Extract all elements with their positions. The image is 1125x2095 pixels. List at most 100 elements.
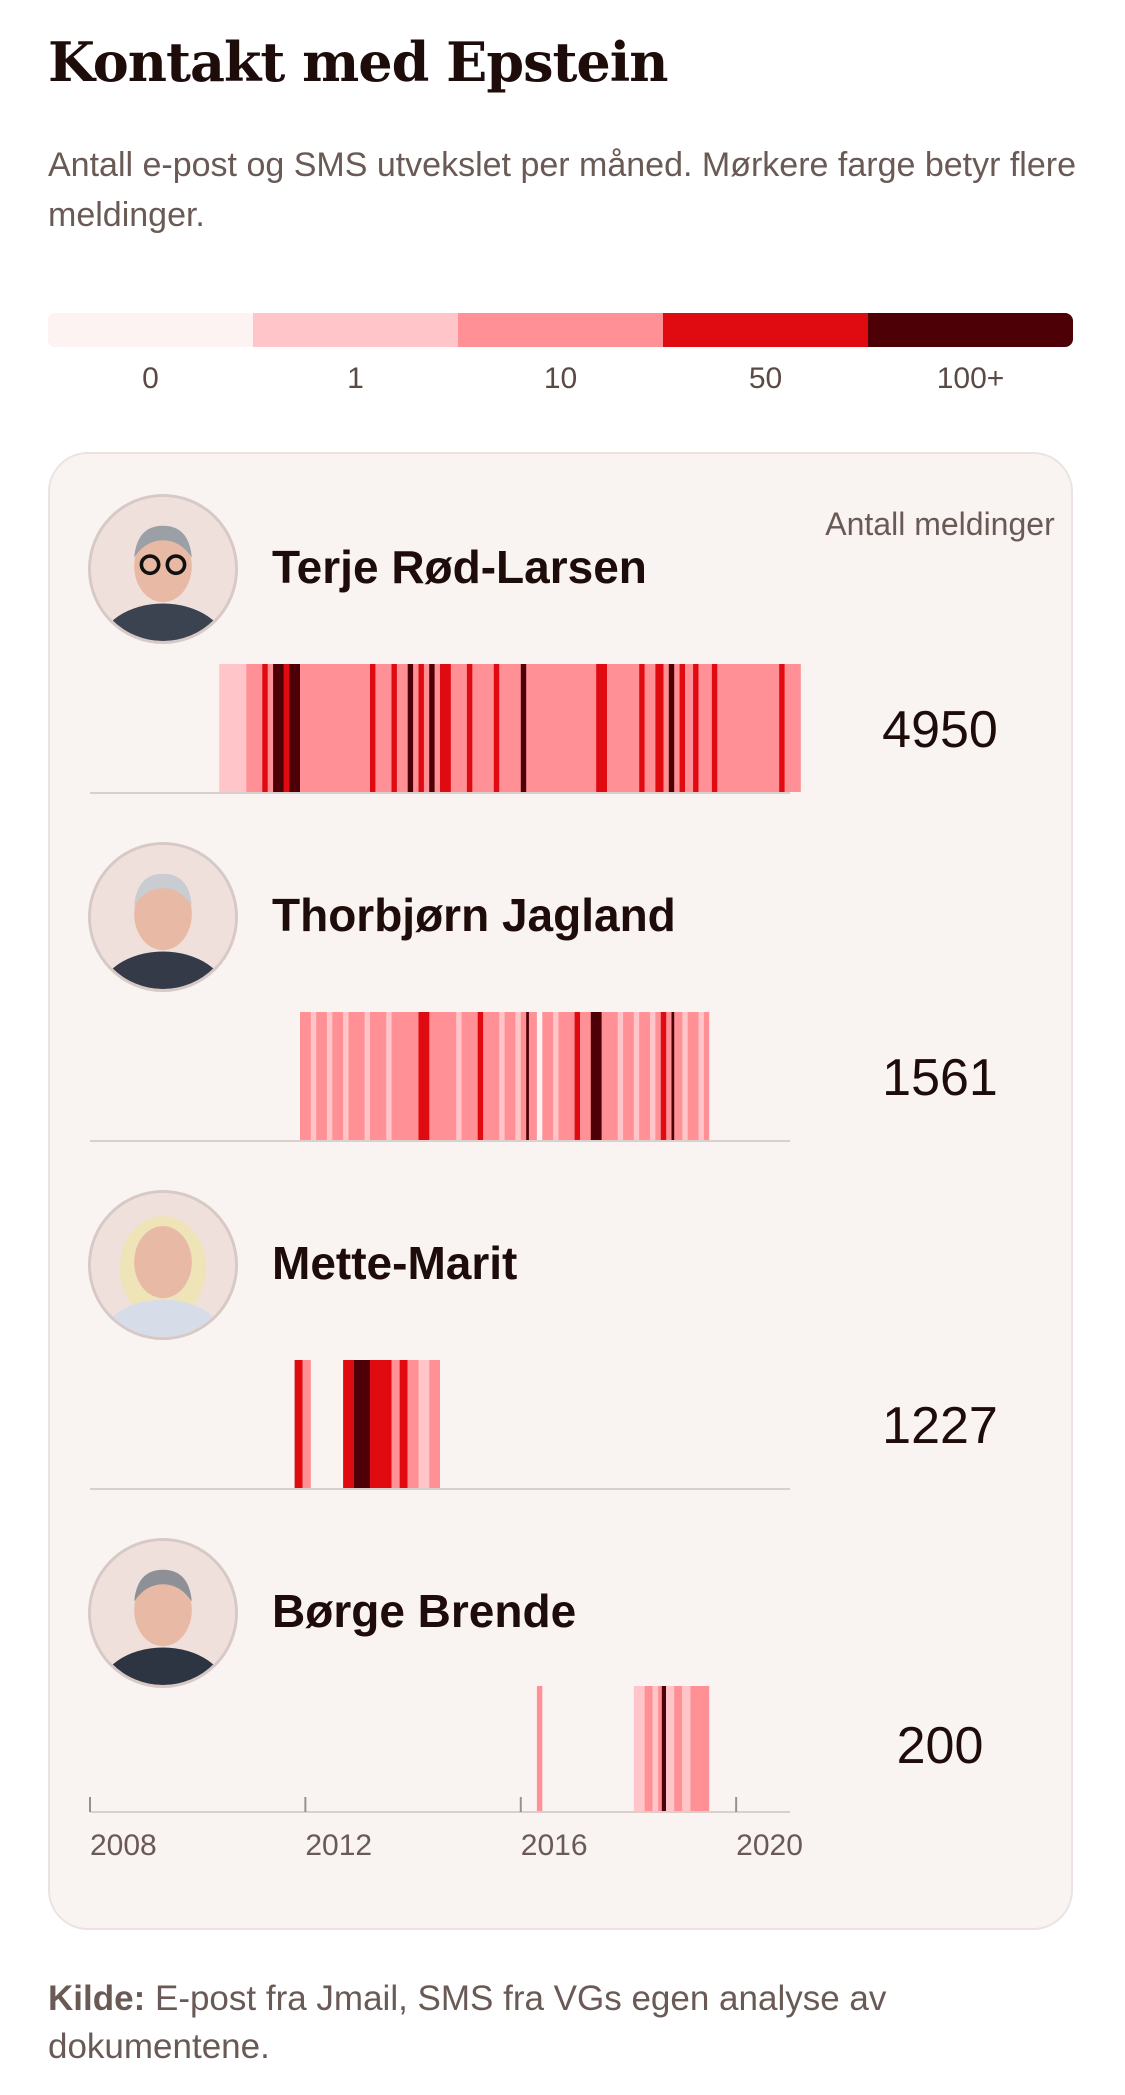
month-cell	[596, 664, 607, 792]
month-cell	[353, 1360, 370, 1488]
month-cell	[418, 1360, 430, 1488]
month-cell	[283, 664, 290, 792]
x-tick-label: 2020	[736, 1829, 803, 1862]
month-cell	[294, 1360, 303, 1488]
month-cell	[574, 1012, 580, 1140]
month-cell	[343, 1012, 349, 1140]
month-cell	[515, 1012, 521, 1140]
legend-label-3: 50	[748, 362, 783, 395]
month-cell	[617, 1012, 624, 1140]
month-cell	[262, 664, 268, 792]
month-cell	[644, 1686, 653, 1811]
month-cell	[429, 664, 435, 792]
x-tick-label: 2012	[305, 1829, 372, 1862]
x-tick-label: 2016	[521, 1829, 588, 1862]
month-cell	[386, 1012, 392, 1140]
month-cell	[407, 1360, 419, 1488]
month-cell	[493, 664, 500, 792]
source-text: E-post fra Jmail, SMS fra VGs egen analy…	[48, 1979, 887, 2066]
legend-swatch-1	[253, 313, 458, 347]
month-cell	[690, 1686, 710, 1811]
month-cell	[273, 664, 284, 792]
month-cell	[639, 664, 645, 792]
page-title: Kontakt med Epstein	[48, 30, 669, 94]
count-column-header: Antall meldinger	[825, 506, 1055, 542]
month-cell	[553, 1012, 559, 1140]
month-cell	[418, 1012, 430, 1140]
month-cell	[698, 1012, 704, 1140]
legend-label-1: 1	[347, 362, 364, 395]
person-name: Børge Brende	[272, 1585, 577, 1637]
month-cell	[526, 1012, 529, 1140]
month-cell	[682, 1686, 691, 1811]
message-strip	[90, 1360, 790, 1490]
legend-label-2: 10	[543, 362, 578, 395]
month-cell	[650, 1012, 656, 1140]
message-strip: 2008 2012 2016 2020	[89, 1686, 803, 1862]
month-cell	[456, 1012, 462, 1140]
month-cell	[655, 664, 664, 792]
x-tick-label: 2008	[90, 1829, 157, 1862]
month-cell	[499, 1012, 505, 1140]
month-cell	[671, 1012, 675, 1140]
month-cell	[370, 664, 376, 792]
thorbjorn-jagland-portrait	[88, 842, 238, 992]
message-strip	[90, 1012, 790, 1142]
month-cell	[440, 664, 451, 792]
message-strip	[90, 664, 801, 794]
month-cell	[289, 664, 300, 792]
month-cell	[536, 1012, 543, 1140]
legend-label-4: 100+	[936, 362, 1005, 395]
mette-marit-portrait	[88, 1190, 238, 1340]
legend-swatch-0	[48, 313, 253, 347]
person-name: Terje Rød-Larsen	[272, 541, 647, 593]
month-cell	[399, 1360, 408, 1488]
month-cell	[652, 1686, 659, 1811]
month-cell	[633, 1012, 640, 1140]
month-cell	[391, 1360, 400, 1488]
month-cell	[660, 1012, 667, 1140]
month-cell	[407, 664, 414, 792]
color-legend-bar	[48, 313, 1073, 347]
legend-label-0: 0	[142, 362, 159, 395]
month-cell	[658, 1686, 662, 1811]
month-cell	[633, 1686, 645, 1811]
month-cell	[666, 1686, 675, 1811]
month-cell	[326, 1012, 333, 1140]
person-name: Thorbjørn Jagland	[272, 889, 676, 941]
message-count: 1227	[882, 1397, 998, 1455]
legend-swatch-3	[663, 313, 868, 347]
month-cell	[536, 1686, 543, 1811]
month-cell	[418, 664, 424, 792]
borge-brende-portrait	[88, 1538, 238, 1688]
month-cell	[682, 1012, 688, 1140]
color-legend-labels: 0 1 10 50 100+	[48, 362, 1073, 402]
month-cell	[590, 1012, 602, 1140]
month-cell	[364, 1012, 370, 1140]
month-cell	[370, 1360, 392, 1488]
month-cell	[219, 664, 247, 792]
message-count: 4950	[882, 701, 998, 759]
month-cell	[310, 1012, 317, 1140]
source-label: Kilde:	[48, 1979, 146, 2018]
person-name: Mette-Marit	[272, 1237, 518, 1289]
month-cell	[661, 1686, 667, 1811]
month-cell	[429, 1360, 440, 1488]
month-cell	[477, 1012, 484, 1140]
month-cell	[693, 664, 699, 792]
message-count: 1561	[882, 1049, 998, 1107]
month-cell	[668, 664, 675, 792]
message-count: 200	[896, 1717, 984, 1775]
contact-chart-card: Antall meldinger Terje Rød-Larsen 4950 Tho…	[48, 452, 1073, 1930]
legend-swatch-4	[868, 313, 1073, 347]
month-cell	[520, 664, 527, 792]
month-cell	[674, 1686, 683, 1811]
page-subtitle: Antall e-post og SMS utvekslet per måned…	[48, 146, 1077, 234]
month-cell	[466, 664, 473, 792]
month-cell	[779, 664, 785, 792]
month-cell	[711, 664, 718, 792]
month-cell	[391, 664, 397, 792]
month-cell	[679, 664, 685, 792]
month-cell	[343, 1360, 354, 1488]
source-note: Kilde: E-post fra Jmail, SMS fra VGs ege…	[48, 1975, 1078, 2071]
